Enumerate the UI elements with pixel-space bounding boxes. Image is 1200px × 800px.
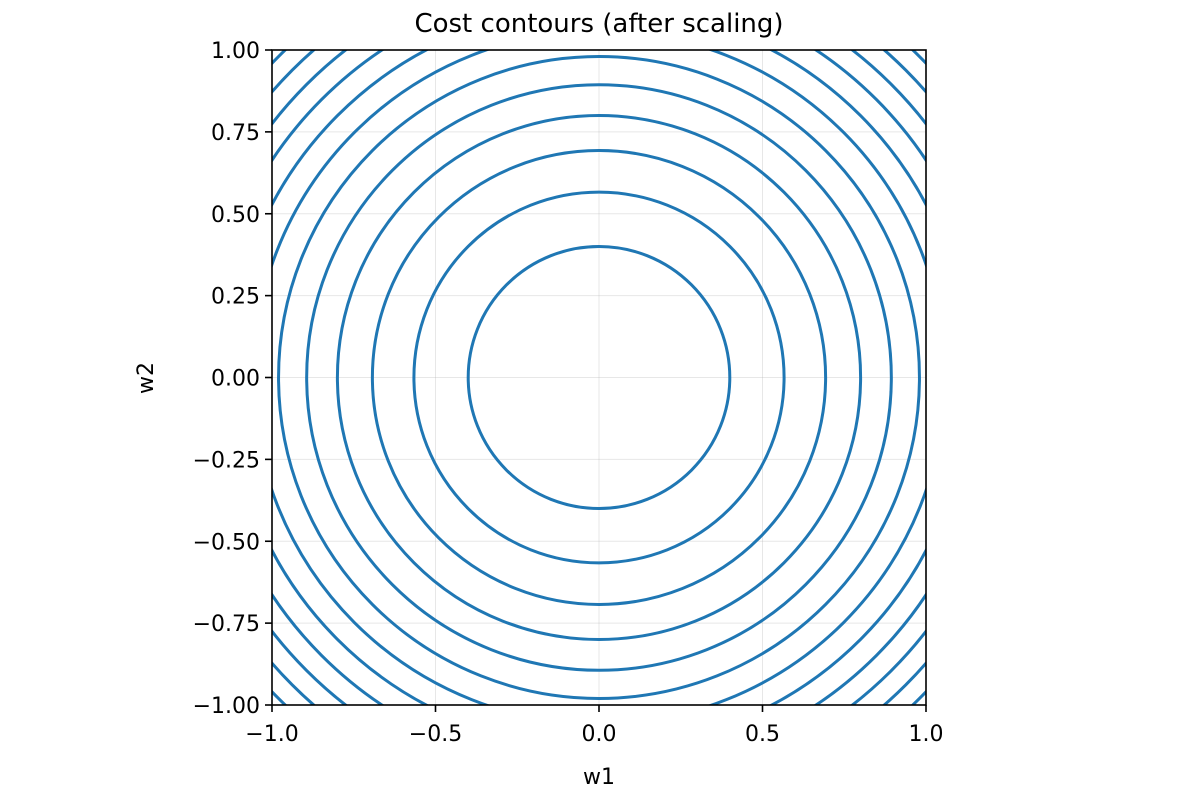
contour-line [370, 149, 828, 606]
contour-line [412, 190, 786, 565]
y-axis-label: w2 [134, 362, 159, 394]
x-tick-label: −0.5 [409, 722, 462, 747]
y-tick-label: 1.00 [211, 39, 260, 64]
y-axis: 1.00 0.75 0.50 0.25 0.00 −0.25 −0.50 −0.75 −1.00 [193, 39, 272, 719]
x-axis: −1.0 −0.5 0.0 0.5 1.0 [245, 705, 944, 747]
chart-title: Cost contours (after scaling) [414, 9, 783, 39]
y-tick-label: −0.75 [193, 612, 260, 637]
y-tick-label: −0.25 [193, 448, 260, 473]
contour-lines [272, 50, 926, 705]
y-tick-label: −1.00 [193, 694, 260, 719]
x-tick-label: 1.0 [909, 722, 944, 747]
contour-line [305, 83, 893, 672]
y-tick-label: 0.50 [211, 203, 260, 228]
grid-lines [271, 49, 927, 706]
x-axis-label: w1 [583, 765, 615, 790]
contour-line [335, 114, 863, 641]
x-tick-label: −1.0 [245, 722, 298, 747]
y-tick-label: 0.75 [211, 121, 260, 146]
contour-line [466, 245, 732, 510]
y-tick-label: 0.25 [211, 285, 260, 310]
y-tick-label: −0.50 [193, 530, 260, 555]
contour-line [277, 55, 921, 700]
x-tick-label: 0.5 [745, 722, 780, 747]
x-tick-label: 0.0 [582, 722, 617, 747]
y-tick-label: 0.00 [211, 367, 260, 392]
